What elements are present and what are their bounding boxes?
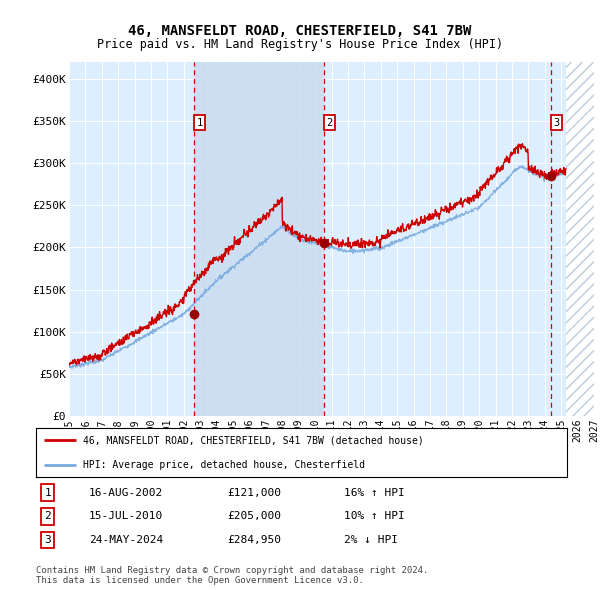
Text: 3: 3 xyxy=(554,117,560,127)
Text: 15-JUL-2010: 15-JUL-2010 xyxy=(89,512,163,521)
Text: 24-MAY-2024: 24-MAY-2024 xyxy=(89,535,163,545)
Text: 3: 3 xyxy=(44,535,51,545)
Text: Price paid vs. HM Land Registry's House Price Index (HPI): Price paid vs. HM Land Registry's House … xyxy=(97,38,503,51)
Text: 46, MANSFELDT ROAD, CHESTERFIELD, S41 7BW (detached house): 46, MANSFELDT ROAD, CHESTERFIELD, S41 7B… xyxy=(83,435,424,445)
Text: 2: 2 xyxy=(326,117,332,127)
Text: 2: 2 xyxy=(44,512,51,521)
Text: 1: 1 xyxy=(196,117,203,127)
Text: 2% ↓ HPI: 2% ↓ HPI xyxy=(344,535,398,545)
Text: 16-AUG-2002: 16-AUG-2002 xyxy=(89,488,163,497)
Text: Contains HM Land Registry data © Crown copyright and database right 2024.
This d: Contains HM Land Registry data © Crown c… xyxy=(36,566,428,585)
Text: £284,950: £284,950 xyxy=(227,535,281,545)
Text: £121,000: £121,000 xyxy=(227,488,281,497)
Text: 1: 1 xyxy=(44,488,51,497)
Text: HPI: Average price, detached house, Chesterfield: HPI: Average price, detached house, Ches… xyxy=(83,460,365,470)
Bar xyxy=(194,62,324,416)
Text: £205,000: £205,000 xyxy=(227,512,281,521)
Text: 10% ↑ HPI: 10% ↑ HPI xyxy=(344,512,405,521)
Text: 46, MANSFELDT ROAD, CHESTERFIELD, S41 7BW: 46, MANSFELDT ROAD, CHESTERFIELD, S41 7B… xyxy=(128,24,472,38)
Text: 16% ↑ HPI: 16% ↑ HPI xyxy=(344,488,405,497)
